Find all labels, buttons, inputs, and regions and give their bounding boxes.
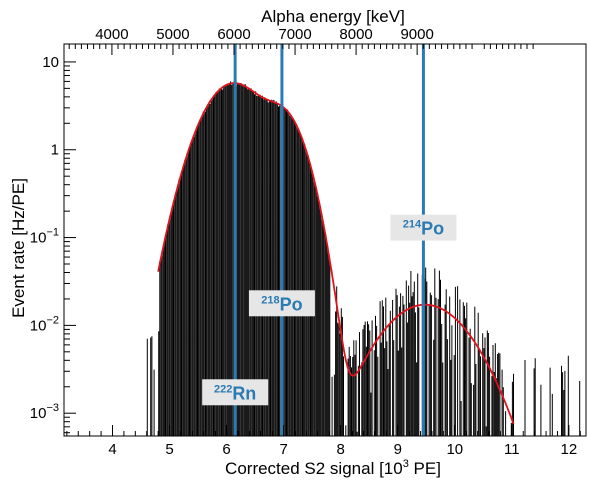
x-axis-title-main: Corrected S2 signal [10 [225, 459, 403, 478]
x-tick-label: 7 [279, 441, 287, 458]
x-tick-label: 5 [165, 441, 173, 458]
y-tick-base: 1 [51, 142, 59, 159]
x-tick-label: 11 [504, 441, 520, 458]
x-axis-title-tail: PE] [409, 459, 441, 478]
y-tick-base: 10 [30, 230, 47, 247]
x-tick-label: 9 [394, 441, 402, 458]
x-axis-title: Corrected S2 signal [103 PE] [225, 458, 441, 478]
x2-tick-label: 8000 [339, 26, 372, 43]
y-tick-label: 1 [51, 142, 59, 159]
peak-label-mass: 214 [403, 219, 422, 231]
y-axis-title: Event rate [Hz/PE] [9, 178, 28, 318]
x-tick-label: 4 [108, 441, 116, 458]
peak-label-isotope: Po [421, 219, 444, 239]
x-tick-label: 12 [561, 441, 578, 458]
x2-tick-label: 9000 [400, 26, 433, 43]
x2-tick-label: 4000 [95, 26, 128, 43]
x2-tick-label: 5000 [156, 26, 189, 43]
peak-label-isotope: Rn [232, 383, 256, 403]
x-tick-label: 10 [446, 441, 463, 458]
y-tick-label: 10 [42, 54, 59, 71]
x2-tick-label: 6000 [217, 26, 250, 43]
y-tick-exponent: −1 [46, 227, 59, 239]
x-tick-label: 8 [337, 441, 345, 458]
y-tick-base: 10 [30, 405, 47, 422]
y-tick-base: 10 [30, 317, 47, 334]
peak-label-mass: 218 [261, 294, 279, 306]
x2-tick-label: 7000 [278, 26, 311, 43]
peak-label-isotope: Po [280, 294, 303, 314]
peak-label-mass: 222 [214, 383, 232, 395]
x2-axis-title: Alpha energy [keV] [261, 7, 405, 26]
x-tick-label: 6 [222, 441, 230, 458]
y-tick-exponent: −3 [46, 402, 59, 414]
y-tick-base: 10 [42, 54, 59, 71]
y-tick-exponent: −2 [46, 314, 59, 326]
